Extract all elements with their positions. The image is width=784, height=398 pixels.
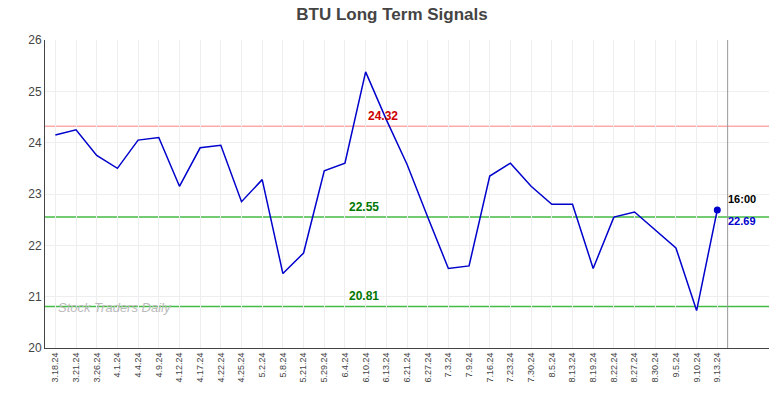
svg-text:25: 25 — [28, 85, 42, 99]
svg-text:22.69: 22.69 — [728, 215, 756, 227]
svg-text:Stock Traders Daily: Stock Traders Daily — [58, 300, 172, 315]
svg-text:9.13.24: 9.13.24 — [712, 353, 722, 383]
svg-text:23: 23 — [28, 187, 42, 201]
svg-text:BTU Long Term Signals: BTU Long Term Signals — [296, 5, 487, 24]
svg-text:3.21.24: 3.21.24 — [71, 353, 81, 383]
svg-text:8.30.24: 8.30.24 — [650, 353, 660, 383]
svg-text:5.29.24: 5.29.24 — [319, 353, 329, 383]
svg-text:16:00: 16:00 — [728, 193, 756, 205]
svg-text:22.55: 22.55 — [349, 200, 379, 214]
svg-text:26: 26 — [28, 33, 42, 47]
svg-text:21: 21 — [28, 290, 42, 304]
svg-text:3.18.24: 3.18.24 — [50, 353, 60, 383]
svg-text:4.25.24: 4.25.24 — [236, 353, 246, 383]
svg-text:4.9.24: 4.9.24 — [154, 353, 164, 378]
svg-text:6.4.24: 6.4.24 — [340, 353, 350, 378]
svg-text:7.23.24: 7.23.24 — [505, 353, 515, 383]
svg-text:24: 24 — [28, 136, 42, 150]
svg-text:4.4.24: 4.4.24 — [133, 353, 143, 378]
svg-text:6.21.24: 6.21.24 — [402, 353, 412, 383]
svg-text:7.30.24: 7.30.24 — [526, 353, 536, 383]
svg-text:8.5.24: 8.5.24 — [547, 353, 557, 378]
svg-text:20: 20 — [28, 341, 42, 355]
svg-text:5.21.24: 5.21.24 — [298, 353, 308, 383]
svg-text:5.2.24: 5.2.24 — [257, 353, 267, 378]
svg-text:9.10.24: 9.10.24 — [692, 353, 702, 383]
svg-text:4.1.24: 4.1.24 — [112, 353, 122, 378]
svg-text:4.17.24: 4.17.24 — [195, 353, 205, 383]
svg-text:7.3.24: 7.3.24 — [443, 353, 453, 378]
svg-text:8.13.24: 8.13.24 — [567, 353, 577, 383]
svg-text:6.27.24: 6.27.24 — [423, 353, 433, 383]
svg-text:9.5.24: 9.5.24 — [671, 353, 681, 378]
svg-text:5.8.24: 5.8.24 — [278, 353, 288, 378]
svg-text:7.9.24: 7.9.24 — [464, 353, 474, 378]
svg-text:3.26.24: 3.26.24 — [92, 353, 102, 383]
svg-text:6.13.24: 6.13.24 — [381, 353, 391, 383]
svg-text:24.32: 24.32 — [368, 109, 398, 123]
svg-text:8.19.24: 8.19.24 — [588, 353, 598, 383]
svg-text:8.22.24: 8.22.24 — [609, 353, 619, 383]
svg-text:4.22.24: 4.22.24 — [216, 353, 226, 383]
svg-text:22: 22 — [28, 239, 42, 253]
svg-text:8.27.24: 8.27.24 — [629, 353, 639, 383]
svg-text:4.12.24: 4.12.24 — [174, 353, 184, 383]
svg-text:7.16.24: 7.16.24 — [485, 353, 495, 383]
svg-text:6.10.24: 6.10.24 — [361, 353, 371, 383]
svg-text:20.81: 20.81 — [349, 289, 379, 303]
